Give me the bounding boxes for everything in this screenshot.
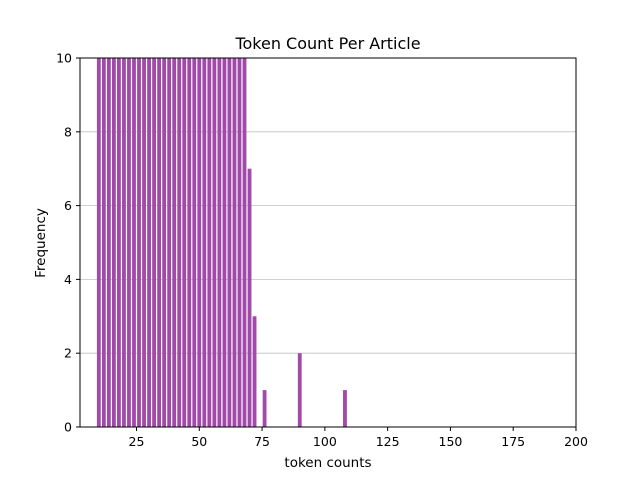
bar-23 xyxy=(212,58,217,427)
bar-16 xyxy=(177,58,182,427)
bar-7 xyxy=(132,58,136,427)
x-tick-label-5: 150 xyxy=(439,434,463,449)
bar-18 xyxy=(187,58,192,427)
bar-22 xyxy=(207,58,212,427)
bar-21 xyxy=(202,58,207,427)
bar-9 xyxy=(142,58,146,427)
bars xyxy=(96,58,347,427)
bar-3 xyxy=(111,58,116,427)
bar-12 xyxy=(157,58,162,427)
plot-frame xyxy=(79,57,577,428)
x-tick-label-4: 125 xyxy=(376,434,400,449)
y-tick-label-5: 10 xyxy=(56,51,72,66)
bar-4 xyxy=(117,58,121,427)
y-tick-label-3: 6 xyxy=(64,198,72,213)
x-axis-label: token counts xyxy=(284,455,371,471)
bar-2 xyxy=(106,58,111,427)
bar-8 xyxy=(137,58,141,427)
x-tick-label-6: 175 xyxy=(501,434,525,449)
x-tick-label-7: 200 xyxy=(564,434,588,449)
y-tick-label-1: 2 xyxy=(64,346,72,361)
bar-6 xyxy=(127,58,131,427)
x-tick-label-1: 50 xyxy=(191,434,207,449)
bar-11 xyxy=(152,58,156,427)
bar-25 xyxy=(222,58,227,427)
bar-10 xyxy=(147,58,151,427)
bar-14 xyxy=(167,58,172,427)
bar-5 xyxy=(122,58,126,427)
y-axis-ticks: 0 2 4 6 8 10 xyxy=(56,51,80,435)
bar-19 xyxy=(192,58,197,427)
x-tick-label-0: 25 xyxy=(129,434,145,449)
x-tick-label-2: 75 xyxy=(254,434,270,449)
bar-32 xyxy=(262,390,267,427)
chart-title: Token Count Per Article xyxy=(234,34,420,53)
bar-30 xyxy=(247,168,252,427)
x-tick-label-3: 100 xyxy=(313,434,337,449)
bar-29 xyxy=(242,58,247,427)
bar-27 xyxy=(232,58,237,427)
bar-17 xyxy=(182,58,187,427)
bar-34 xyxy=(343,390,347,427)
bar-26 xyxy=(227,58,232,427)
y-tick-label-4: 8 xyxy=(64,124,72,139)
y-axis-label: Frequency xyxy=(33,208,49,278)
x-axis-ticks: 25 50 75 100 125 150 175 200 xyxy=(129,427,588,449)
bar-33 xyxy=(297,353,302,427)
bar-31 xyxy=(252,316,257,427)
bar-1 xyxy=(101,58,106,427)
bar-13 xyxy=(162,58,167,427)
bar-15 xyxy=(172,58,177,427)
bar-28 xyxy=(237,58,242,427)
bar-24 xyxy=(217,58,222,427)
y-tick-label-2: 4 xyxy=(64,272,72,287)
y-tick-label-0: 0 xyxy=(64,420,72,435)
bar-0 xyxy=(96,58,101,427)
bar-20 xyxy=(197,58,202,427)
